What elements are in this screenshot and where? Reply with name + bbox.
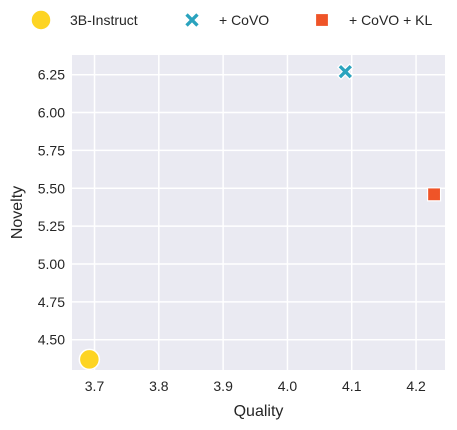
data-point bbox=[78, 348, 101, 371]
x-axis-title: Quality bbox=[234, 403, 284, 420]
legend-marker bbox=[314, 12, 330, 28]
x-tick-label: 4.2 bbox=[406, 378, 426, 394]
legend-label: + CoVO + KL bbox=[349, 12, 432, 28]
data-point bbox=[426, 187, 442, 202]
legend: 3B-Instruct + CoVO + CoVO + KL bbox=[30, 9, 432, 31]
legend-marker bbox=[183, 11, 201, 29]
y-axis-title: Novelty bbox=[9, 186, 26, 239]
y-tick-label: 5.50 bbox=[38, 180, 65, 196]
x-tick-label: 3.9 bbox=[213, 378, 233, 394]
grid-lines bbox=[72, 55, 445, 370]
x-tick-label: 3.7 bbox=[85, 378, 105, 394]
y-tick-label: 5.00 bbox=[38, 256, 65, 272]
legend-marker bbox=[30, 9, 52, 31]
legend-label: + CoVO bbox=[219, 12, 269, 28]
x-tick-label: 4.0 bbox=[278, 378, 298, 394]
data-point bbox=[336, 63, 354, 81]
y-tick-label: 4.50 bbox=[38, 332, 65, 348]
y-axis-ticks: 4.50 4.75 5.00 5.25 5.50 5.75 6.00 6.25 bbox=[38, 67, 65, 348]
data-points bbox=[78, 63, 442, 371]
y-tick-label: 6.00 bbox=[38, 105, 65, 121]
legend-label: 3B-Instruct bbox=[70, 12, 138, 28]
x-axis-ticks: 3.7 3.8 3.9 4.0 4.1 4.2 bbox=[85, 378, 426, 394]
x-tick-label: 3.8 bbox=[149, 378, 169, 394]
x-tick-label: 4.1 bbox=[342, 378, 362, 394]
y-tick-label: 5.25 bbox=[38, 218, 65, 234]
plot-background bbox=[72, 55, 445, 370]
y-tick-label: 5.75 bbox=[38, 142, 65, 158]
y-tick-label: 6.25 bbox=[38, 67, 65, 83]
y-tick-label: 4.75 bbox=[38, 294, 65, 310]
